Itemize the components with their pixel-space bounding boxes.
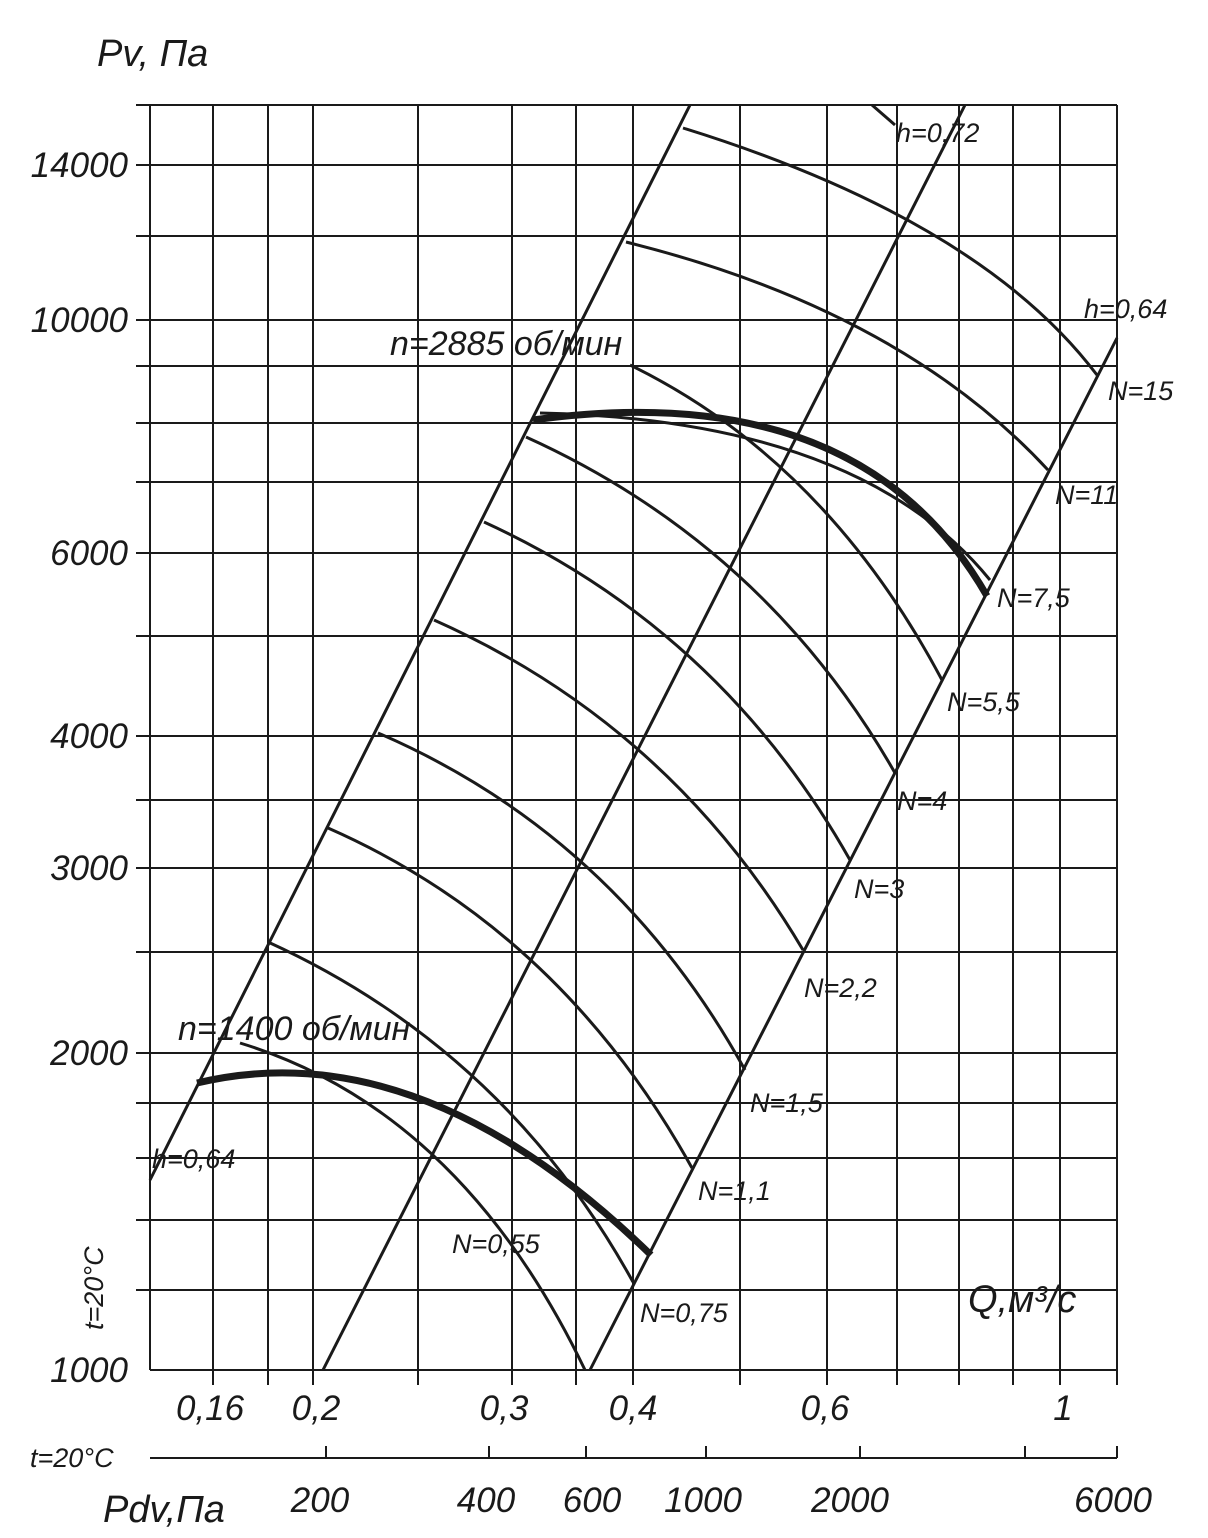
y-tick-label: 6000	[50, 534, 128, 573]
y-tick-label: 2000	[49, 1034, 128, 1073]
power-curve-n055	[239, 1041, 587, 1371]
pdv-axis-ticks	[325, 1446, 1118, 1458]
power-curve-n4	[525, 435, 897, 774]
power-label-n55: N=5,5	[947, 687, 1021, 717]
power-curve-n11	[327, 826, 694, 1169]
power-curve-n55	[629, 363, 944, 681]
y-tick-labels: 14000 10000 6000 4000 3000 2000 1000	[31, 146, 129, 1390]
x-tick-labels: 0,16 0,2 0,3 0,4 0,6 1	[176, 1389, 1073, 1428]
y-tick-label: 14000	[31, 146, 129, 185]
speed-curve-2885	[532, 408, 991, 598]
pdv-axis-title: Pdv,Па	[103, 1489, 225, 1531]
power-label-n15-low: N=1,5	[750, 1088, 824, 1118]
power-label-n75: N=7,5	[997, 583, 1071, 613]
y-axis-title: Pv, Па	[97, 33, 208, 75]
efficiency-label-h064-left: h=0,64	[152, 1144, 235, 1174]
power-curve-n3	[483, 520, 852, 861]
efficiency-label-h064-right: h=0,64	[1084, 294, 1167, 324]
efficiency-line-h072	[321, 104, 967, 1371]
power-curve-n075	[267, 940, 635, 1283]
power-curve-n22	[433, 618, 805, 951]
power-label-n11: N=11	[1055, 480, 1118, 510]
power-label-n3: N=3	[854, 874, 904, 904]
power-curve-n15	[377, 731, 747, 1071]
power-curve-n11-high	[625, 240, 1050, 472]
power-label-n075: N=0,75	[640, 1298, 729, 1328]
x-tick-label: 1	[1053, 1389, 1072, 1428]
x-tick-label: 0,16	[176, 1389, 245, 1428]
pdv-tick-label: 400	[457, 1481, 516, 1520]
x-tick-label: 0,2	[292, 1389, 341, 1428]
y-tick-label: 4000	[50, 717, 128, 756]
efficiency-line-h064-right	[588, 337, 1119, 1371]
efficiency-lines	[148, 103, 1119, 1371]
power-curve-n15-high	[682, 126, 1099, 376]
power-label-n4: N=4	[897, 786, 947, 816]
pdv-tick-label: 600	[563, 1481, 622, 1520]
speed-curve-1400	[196, 1069, 654, 1258]
power-label-n15: N=15	[1108, 376, 1174, 406]
x-axis-title: Q,м³/с	[968, 1279, 1076, 1321]
pdv-temperature-label: t=20°C	[30, 1443, 114, 1473]
x-tick-label: 0,6	[801, 1389, 850, 1428]
y-tick-label: 1000	[50, 1351, 128, 1390]
pdv-tick-label: 200	[290, 1481, 350, 1520]
power-label-n11-low: N=1,1	[698, 1176, 771, 1206]
power-curves	[239, 126, 1099, 1371]
power-label-n055: N=0,55	[452, 1229, 541, 1259]
temperature-label-vertical: t=20°C	[79, 1246, 109, 1330]
y-tick-label: 3000	[50, 849, 128, 888]
pdv-tick-label: 6000	[1074, 1481, 1152, 1520]
efficiency-line-top-stub	[871, 103, 896, 127]
pdv-tick-label: 2000	[810, 1481, 889, 1520]
speed-label-2885: n=2885 об/мин	[390, 325, 623, 363]
speed-label-1400: n=1400 об/мин	[178, 1010, 411, 1048]
speed-curves	[196, 408, 991, 1258]
y-tick-label: 10000	[31, 301, 129, 340]
pdv-tick-label: 1000	[664, 1481, 742, 1520]
efficiency-label-h072: h=0,72	[896, 118, 979, 148]
x-tick-label: 0,3	[480, 1389, 529, 1428]
grid-horizontal	[136, 104, 1117, 1291]
efficiency-line-h064-left	[148, 104, 692, 1181]
power-label-n22: N=2,2	[804, 973, 877, 1003]
pdv-tick-labels: 200 400 600 1000 2000 6000	[290, 1481, 1153, 1520]
x-tick-label: 0,4	[609, 1389, 658, 1428]
grid-vertical	[212, 105, 1118, 1385]
